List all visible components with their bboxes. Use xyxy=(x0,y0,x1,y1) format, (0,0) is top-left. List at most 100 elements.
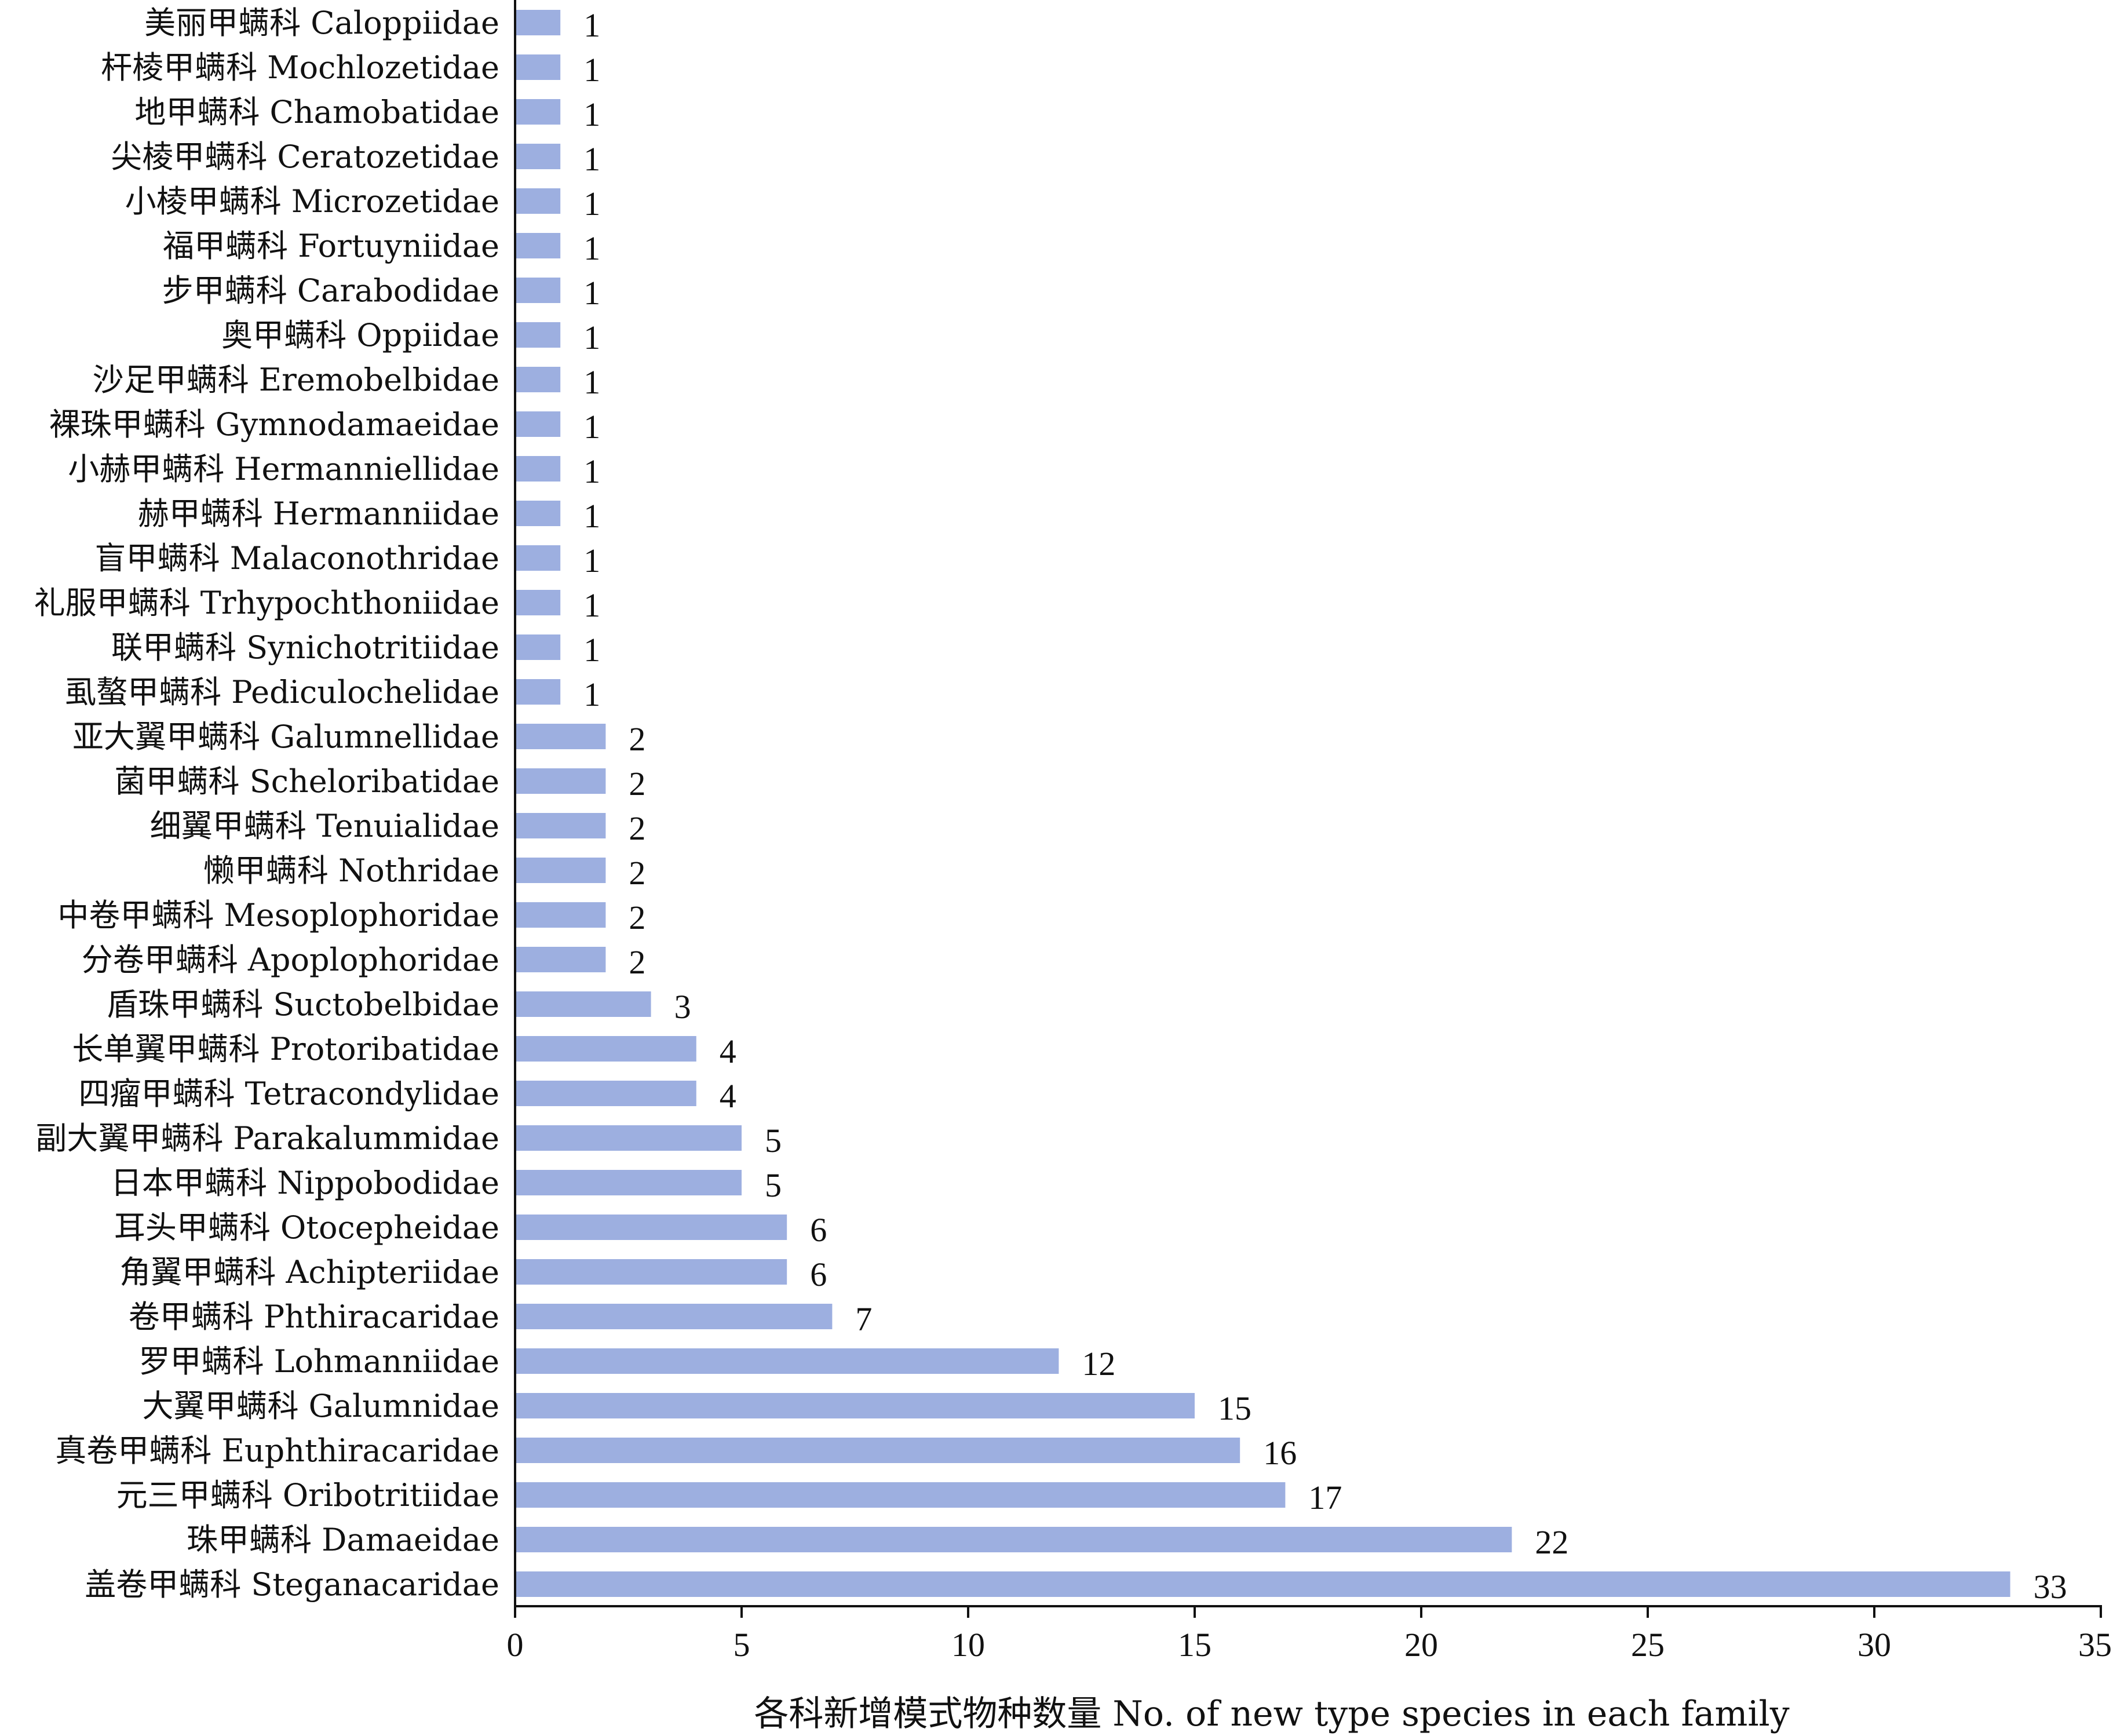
category-label: 小赫甲螨科 Hermanniellidae xyxy=(68,451,499,487)
x-ticks-group: 0 5 10 15 20 25 30 35 xyxy=(507,1606,2112,1664)
value-label: 15 xyxy=(1218,1389,1251,1427)
category-label: 美丽甲螨科 Caloppiidae xyxy=(144,5,499,41)
bar xyxy=(515,1259,787,1285)
bar xyxy=(515,322,561,348)
bar xyxy=(515,54,561,80)
category-label: 奥甲螨科 Oppiidae xyxy=(221,317,499,353)
value-label: 33 xyxy=(2034,1568,2067,1606)
category-label: 元三甲螨科 Oribotritiidae xyxy=(116,1477,499,1513)
bar xyxy=(515,501,561,526)
category-label: 盖卷甲螨科 Steganacaridae xyxy=(85,1566,499,1603)
category-label: 裸珠甲螨科 Gymnodamaeidae xyxy=(49,406,499,443)
bar xyxy=(515,1036,696,1062)
x-axis-title: 各科新增模式物种数量 No. of new type species in ea… xyxy=(754,1694,1789,1734)
value-label: 1 xyxy=(583,408,600,446)
category-label: 大翼甲螨科 Galumnidae xyxy=(142,1388,499,1424)
category-label: 副大翼甲螨科 Parakalummidae xyxy=(35,1120,499,1157)
value-label: 6 xyxy=(810,1211,827,1249)
x-tick-label: 15 xyxy=(1178,1626,1211,1664)
bar xyxy=(515,1304,833,1329)
category-label: 长单翼甲螨科 Protoribatidae xyxy=(72,1031,499,1067)
bar xyxy=(515,947,606,972)
value-label: 3 xyxy=(674,988,691,1026)
bar xyxy=(515,144,561,169)
bar xyxy=(515,1215,787,1240)
value-label: 1 xyxy=(583,631,600,669)
bar xyxy=(515,858,606,883)
bar xyxy=(515,813,606,838)
bar xyxy=(515,278,561,303)
category-label: 中卷甲螨科 Mesoplophoridae xyxy=(57,897,499,933)
bar xyxy=(515,590,561,615)
bar xyxy=(515,679,561,705)
bar xyxy=(515,1125,742,1151)
value-label: 1 xyxy=(583,586,600,624)
bar xyxy=(515,1482,1286,1508)
category-label: 耳头甲螨科 Otocepheidae xyxy=(114,1209,499,1246)
value-label: 2 xyxy=(629,765,645,803)
value-label: 22 xyxy=(1535,1523,1568,1561)
value-label: 1 xyxy=(583,319,600,356)
value-label: 4 xyxy=(720,1077,736,1115)
category-label: 角翼甲螨科 Achipteriidae xyxy=(119,1254,499,1290)
value-label: 1 xyxy=(583,185,600,223)
value-label: 2 xyxy=(629,809,645,847)
category-label: 小棱甲螨科 Microzetidae xyxy=(125,183,499,220)
value-label: 17 xyxy=(1308,1479,1342,1516)
value-label: 1 xyxy=(583,363,600,401)
category-label: 懒甲螨科 Nothridae xyxy=(203,852,499,889)
category-label: 卷甲螨科 Phthiracaridae xyxy=(129,1299,499,1335)
bar xyxy=(515,233,561,258)
bar xyxy=(515,188,561,214)
category-label: 盲甲螨科 Malaconothridae xyxy=(95,540,499,577)
bar xyxy=(515,768,606,794)
value-label: 2 xyxy=(629,899,645,936)
category-label: 地甲螨科 Chamobatidae xyxy=(134,94,499,130)
category-label: 亚大翼甲螨科 Galumnellidae xyxy=(72,719,499,755)
value-label: 16 xyxy=(1263,1434,1297,1472)
value-label: 1 xyxy=(583,229,600,267)
value-label: 2 xyxy=(629,720,645,758)
bar xyxy=(515,1438,1240,1463)
category-label: 虱螯甲螨科 Pediculochelidae xyxy=(65,674,499,710)
bar xyxy=(515,1170,742,1195)
category-label: 日本甲螨科 Nippobodidae xyxy=(111,1165,499,1201)
category-label: 珠甲螨科 Damaeidae xyxy=(187,1522,499,1558)
value-label: 6 xyxy=(810,1256,827,1293)
category-label: 礼服甲螨科 Trhypochthoniidae xyxy=(34,585,499,621)
bar xyxy=(515,99,561,125)
value-label: 1 xyxy=(583,274,600,312)
x-tick-label: 5 xyxy=(733,1626,750,1664)
category-label: 沙足甲螨科 Eremobelbidae xyxy=(93,362,499,398)
bars-group xyxy=(515,10,2010,1597)
value-label: 1 xyxy=(583,96,600,133)
bar xyxy=(515,724,606,749)
value-label: 2 xyxy=(629,943,645,981)
bar xyxy=(515,1393,1195,1418)
category-labels-group: 美丽甲螨科 Caloppiidae 杆棱甲螨科 Mochlozetidae 地甲螨科… xyxy=(34,5,499,1603)
category-label: 赫甲螨科 Hermanniidae xyxy=(138,495,499,532)
category-label: 分卷甲螨科 Apoplophoridae xyxy=(82,942,499,978)
category-label: 盾珠甲螨科 Suctobelbidae xyxy=(107,986,499,1023)
bar xyxy=(515,367,561,392)
category-label: 罗甲螨科 Lohmanniidae xyxy=(138,1343,499,1380)
value-labels-group: 1111111111111111222222344556671215161722… xyxy=(583,6,2067,1606)
bar xyxy=(515,1527,1512,1552)
value-label: 1 xyxy=(583,542,600,579)
value-label: 5 xyxy=(765,1122,782,1159)
category-label: 联甲螨科 Synichotritiidae xyxy=(111,629,499,666)
x-tick-label: 25 xyxy=(1631,1626,1665,1664)
x-tick-label: 20 xyxy=(1404,1626,1438,1664)
x-tick-label: 30 xyxy=(1857,1626,1891,1664)
value-label: 1 xyxy=(583,453,600,490)
value-label: 7 xyxy=(855,1300,872,1338)
value-label: 1 xyxy=(583,6,600,44)
category-label: 杆棱甲螨科 Mochlozetidae xyxy=(101,49,499,86)
category-label: 细翼甲螨科 Tenuialidae xyxy=(150,808,499,844)
x-tick-label: 10 xyxy=(951,1626,985,1664)
category-label: 福甲螨科 Fortuyniidae xyxy=(163,228,499,264)
bar xyxy=(515,1081,696,1106)
value-label: 1 xyxy=(583,51,600,89)
bar xyxy=(515,456,561,482)
value-label: 2 xyxy=(629,854,645,892)
